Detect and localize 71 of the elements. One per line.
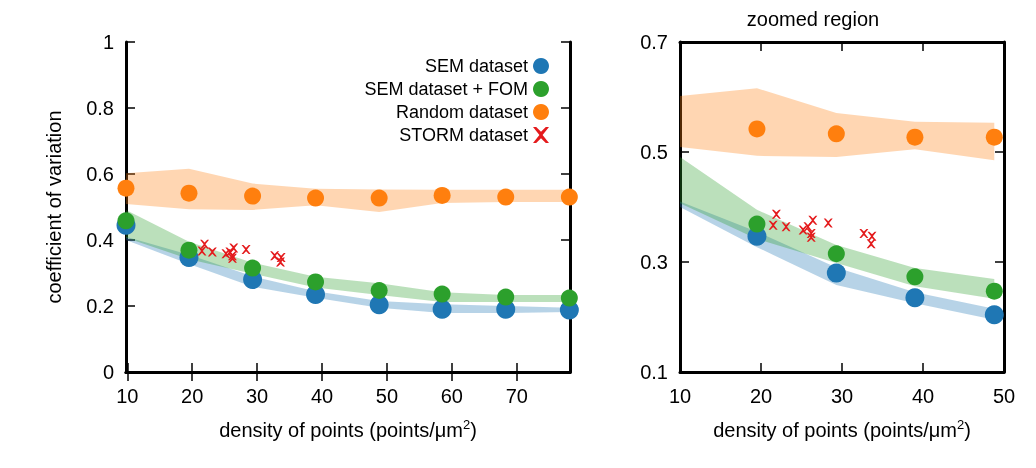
- point: [241, 245, 251, 255]
- point: [798, 225, 808, 235]
- legend-label: Random dataset: [395, 102, 528, 122]
- point: [229, 243, 239, 253]
- point: [244, 259, 262, 277]
- x-tick-label: 30: [830, 385, 854, 407]
- point: [781, 222, 791, 232]
- y-tick-label: 0.5: [640, 141, 668, 163]
- y-tick-label: 0.1: [640, 361, 668, 383]
- point: [207, 247, 217, 257]
- y-tick-label: 0: [102, 361, 114, 383]
- point: [433, 186, 451, 204]
- point: [497, 288, 515, 306]
- point: [827, 125, 845, 143]
- point: [117, 212, 135, 230]
- y-tick-label: 0.8: [86, 97, 114, 119]
- x-tick-label: 20: [749, 385, 773, 407]
- point: [370, 189, 388, 207]
- point: [560, 289, 578, 307]
- point: [859, 228, 869, 238]
- legend-label: STORM dataset: [399, 125, 528, 145]
- x-tick-label: 50: [375, 385, 399, 407]
- point: [200, 239, 210, 249]
- y-tick-label: 0.7: [640, 31, 668, 53]
- point: [748, 120, 766, 138]
- y-tick-label: 1: [102, 31, 114, 53]
- x-tick-label: 70: [505, 385, 528, 407]
- y-tick-label: 0.6: [86, 163, 114, 185]
- point: [905, 288, 925, 308]
- point: [768, 220, 778, 230]
- point: [985, 282, 1003, 300]
- x-tick-label: 60: [440, 385, 463, 407]
- point: [180, 184, 198, 202]
- y-axis-title: coefficient of variation: [43, 110, 65, 304]
- x-tick-label: 40: [310, 385, 334, 407]
- point: [307, 273, 325, 291]
- legend-label: SEM dataset: [424, 56, 528, 76]
- point: [497, 188, 515, 206]
- point: [244, 187, 262, 205]
- point: [866, 239, 876, 249]
- point: [180, 241, 198, 259]
- point: [771, 209, 781, 219]
- legend-label: SEM dataset + FOM: [364, 79, 528, 99]
- point: [984, 305, 1004, 325]
- x-tick-label: 50: [992, 385, 1016, 407]
- y-tick-label: 0.4: [86, 229, 114, 251]
- point: [906, 268, 924, 286]
- point: [433, 285, 451, 303]
- x-tick-label: 10: [668, 385, 692, 407]
- point: [117, 179, 135, 197]
- x-tick-label: 30: [246, 385, 269, 407]
- point: [432, 299, 452, 319]
- point: [808, 215, 818, 225]
- point: [748, 215, 766, 233]
- point: [985, 128, 1003, 146]
- point: [823, 218, 833, 228]
- x-tick-label: 40: [911, 385, 935, 407]
- x-tick-label: 20: [181, 385, 204, 407]
- chart-title: zoomed region: [746, 8, 880, 30]
- x-tick-label: 10: [116, 385, 139, 407]
- point: [560, 188, 578, 206]
- point: [906, 128, 924, 146]
- point: [370, 281, 388, 299]
- y-tick-label: 0.2: [86, 295, 114, 317]
- point: [827, 245, 845, 263]
- y-tick-label: 0.3: [640, 251, 668, 273]
- point: [307, 189, 325, 207]
- point: [275, 257, 285, 267]
- point: [270, 251, 280, 261]
- point: [806, 232, 816, 242]
- point: [826, 263, 846, 283]
